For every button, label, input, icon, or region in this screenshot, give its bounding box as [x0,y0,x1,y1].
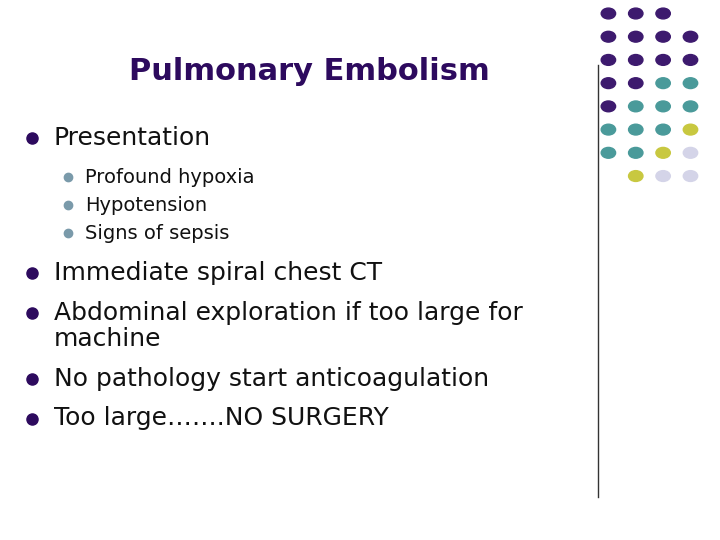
Circle shape [601,78,616,89]
Circle shape [601,31,616,42]
Text: Profound hypoxia: Profound hypoxia [85,167,254,187]
Circle shape [656,124,670,135]
Text: Hypotension: Hypotension [85,195,207,215]
Circle shape [629,171,643,181]
Circle shape [656,101,670,112]
Text: Presentation: Presentation [54,126,211,150]
Circle shape [601,147,616,158]
Circle shape [683,101,698,112]
Text: Signs of sepsis: Signs of sepsis [85,224,230,243]
Circle shape [683,171,698,181]
Circle shape [629,124,643,135]
Circle shape [683,78,698,89]
Circle shape [656,78,670,89]
Circle shape [601,124,616,135]
Text: No pathology start anticoagulation: No pathology start anticoagulation [54,367,489,391]
Circle shape [601,8,616,19]
Circle shape [629,147,643,158]
Circle shape [656,147,670,158]
Circle shape [656,8,670,19]
Text: Too large…….NO SURGERY: Too large…….NO SURGERY [54,407,389,430]
Circle shape [683,147,698,158]
Text: Abdominal exploration if too large for: Abdominal exploration if too large for [54,301,523,325]
Text: Immediate spiral chest CT: Immediate spiral chest CT [54,261,382,285]
Circle shape [683,31,698,42]
Circle shape [601,101,616,112]
Text: machine: machine [54,327,161,351]
Circle shape [629,101,643,112]
Circle shape [629,78,643,89]
Circle shape [629,8,643,19]
Circle shape [656,31,670,42]
Circle shape [629,55,643,65]
Circle shape [601,55,616,65]
Text: Pulmonary Embolism: Pulmonary Embolism [129,57,490,86]
Circle shape [656,171,670,181]
Circle shape [683,124,698,135]
Circle shape [629,31,643,42]
Circle shape [656,55,670,65]
Circle shape [683,55,698,65]
